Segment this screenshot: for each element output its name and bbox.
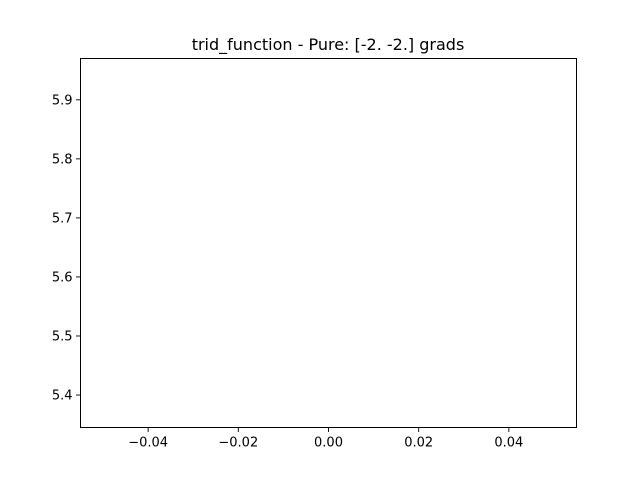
- x-tick-label: −0.02: [218, 436, 258, 451]
- chart-title: trid_function - Pure: [-2. -2.] grads: [192, 35, 465, 55]
- x-tick-label: 0.04: [494, 436, 523, 451]
- y-tick-label: 5.5: [52, 329, 73, 344]
- y-tick-label: 5.8: [52, 152, 73, 167]
- y-tick-label: 5.9: [52, 93, 73, 108]
- x-tick-label: 0.00: [314, 436, 343, 451]
- y-axis-ticks: 5.4 5.5 5.6 5.7 5.8 5.9: [52, 93, 81, 404]
- y-tick-label: 5.6: [52, 270, 73, 285]
- x-tick-label: 0.02: [404, 436, 433, 451]
- x-axis-ticks: −0.04 −0.02 0.00 0.02 0.04: [128, 427, 523, 451]
- y-tick-label: 5.4: [52, 389, 73, 404]
- x-tick-label: −0.04: [128, 436, 168, 451]
- y-tick-label: 5.7: [52, 211, 73, 226]
